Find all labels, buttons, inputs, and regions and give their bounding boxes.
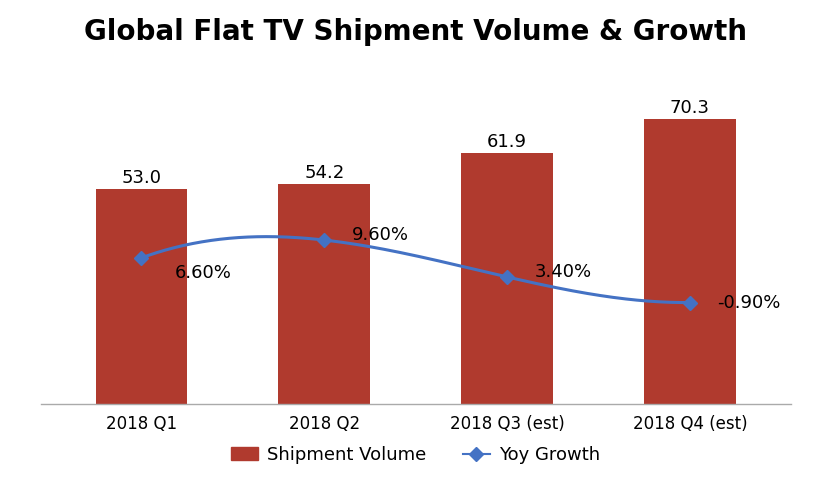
Text: 6.60%: 6.60% xyxy=(174,264,231,282)
Title: Global Flat TV Shipment Volume & Growth: Global Flat TV Shipment Volume & Growth xyxy=(84,18,747,46)
Text: 61.9: 61.9 xyxy=(487,133,527,151)
Text: 9.60%: 9.60% xyxy=(351,226,408,244)
Bar xyxy=(461,153,553,404)
Bar xyxy=(279,184,370,404)
Text: 53.0: 53.0 xyxy=(121,169,161,187)
Text: 54.2: 54.2 xyxy=(304,164,344,182)
Text: 70.3: 70.3 xyxy=(670,99,710,117)
Legend: Shipment Volume, Yoy Growth: Shipment Volume, Yoy Growth xyxy=(224,439,607,471)
Text: 3.40%: 3.40% xyxy=(535,263,592,281)
Bar xyxy=(644,119,736,404)
Text: -0.90%: -0.90% xyxy=(717,293,781,312)
Bar xyxy=(95,189,187,404)
